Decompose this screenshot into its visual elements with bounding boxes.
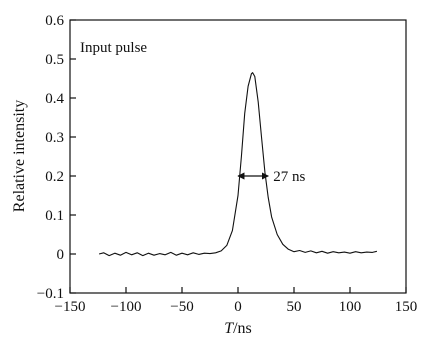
x-tick-label: 0 — [234, 299, 242, 315]
fwhm-arrow: 27 ns — [237, 169, 305, 185]
y-tick-label: 0.2 — [45, 169, 64, 185]
x-axis-label-unit: /ns — [233, 320, 252, 337]
y-tick-label: 0.3 — [45, 130, 64, 146]
y-tick-label: 0.4 — [45, 91, 64, 107]
x-axis-label: T/ns — [224, 320, 252, 337]
y-tick-label: 0.6 — [45, 13, 64, 29]
y-axis-label: Relative intensity — [11, 100, 28, 212]
series-line — [98, 72, 378, 257]
y-tick-label: 0 — [57, 247, 65, 263]
y-axis-ticks: −0.1 0 0.1 0.2 0.3 0.4 0.5 0.6 — [37, 13, 76, 302]
x-axis-label-italic: T — [224, 320, 234, 337]
y-tick-label: 0.1 — [45, 208, 64, 224]
x-tick-label: −50 — [170, 299, 193, 315]
x-tick-label: 50 — [287, 299, 302, 315]
fwhm-label: 27 ns — [273, 169, 305, 185]
y-tick-label: 0.5 — [45, 52, 64, 68]
x-tick-label: 100 — [339, 299, 362, 315]
x-axis-ticks: −150 −100 −50 0 50 100 150 — [55, 287, 418, 315]
x-tick-label: −150 — [55, 299, 86, 315]
inset-label: Input pulse — [80, 40, 147, 56]
x-tick-label: 150 — [395, 299, 418, 315]
y-tick-label: −0.1 — [37, 286, 64, 302]
x-tick-label: −100 — [111, 299, 142, 315]
